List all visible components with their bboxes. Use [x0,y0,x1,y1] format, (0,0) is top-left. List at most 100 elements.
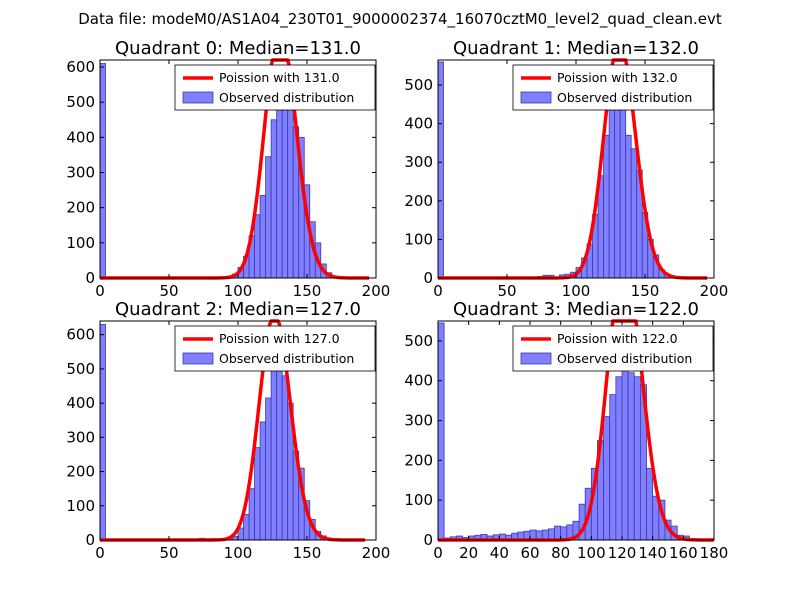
y-tick-label: 500 [66,93,95,111]
panel-title: Quadrant 1: Median=132.0 [453,38,699,59]
x-tick-label: 100 [562,282,591,300]
histogram-bar [627,372,635,541]
x-tick-label: 120 [608,544,637,562]
panel-quadrant-3: 0 20 40 60 80 100 120 140 160 1800100200300400500… [404,299,728,562]
histogram-bar [265,397,272,541]
legend-hist-swatch [182,91,214,104]
legend: Poission with 122.0 Observed distribution [512,325,714,372]
legend-hist-label: Observed distribution [557,90,692,105]
histogram-bar [646,467,654,541]
y-tick-label: 0 [85,269,95,287]
histogram-bar [243,513,250,541]
legend-hist-swatch [182,352,214,365]
y-tick-label: 200 [66,199,95,217]
histogram-bar [99,324,106,541]
y-tick-label: 100 [66,234,95,252]
y-tick-label: 300 [66,164,95,182]
legend-poisson-label: Poission with 132.0 [557,70,678,85]
histogram-bar [621,356,629,541]
x-tick-label: 150 [293,544,322,562]
axes-frame [437,320,715,541]
y-tick-label: 500 [404,76,433,94]
x-tick-label: 180 [700,544,729,562]
y-tick-label: 500 [66,360,95,378]
legend-hist-swatch [520,352,552,365]
x-tick-label: 150 [631,282,660,300]
histogram-bar [609,394,617,541]
x-tick-label: 50 [159,544,178,562]
x-tick-label: 200 [362,544,391,562]
x-tick-label: 140 [638,544,667,562]
y-tick-label: 600 [66,58,95,76]
y-tick-label: 100 [404,230,433,248]
panel-quadrant-0: 0 50 100 150 200 0 100 200 300 400 500 600 Quadrant … [66,38,390,300]
histogram-bar [437,61,444,279]
x-tick-label: 100 [577,544,606,562]
histogram-bar [281,375,289,541]
y-tick-label: 200 [66,463,95,481]
histogram-bar [287,105,294,279]
y-tick-label: 600 [66,326,95,344]
y-tick-label: 400 [404,115,433,133]
y-tick-label: 100 [404,491,433,509]
histogram-bar [259,421,266,541]
legend-hist-label: Observed distribution [557,351,692,366]
legend-hist-swatch [520,91,552,104]
x-tick-label: 100 [224,282,253,300]
histogram-bar [254,447,261,541]
y-tick-label: 0 [85,531,95,549]
histogram-bar [615,376,623,541]
x-tick-label: 40 [490,544,509,562]
histogram-bar [248,488,255,541]
x-tick-label: 0 [95,282,105,300]
y-tick-label: 200 [404,451,433,469]
y-tick-label: 300 [66,428,95,446]
y-tick-label: 0 [423,531,433,549]
legend: Poission with 131.0 Observed distribution [174,64,376,111]
x-tick-label: 200 [700,282,729,300]
legend-hist-label: Observed distribution [219,90,354,105]
legend-poisson-label: Poission with 131.0 [219,70,340,85]
y-tick-label: 400 [66,128,95,146]
histogram-bar [99,63,106,279]
x-tick-label: 0 [95,544,105,562]
legend: Poission with 132.0 Observed distribution [512,64,714,111]
histogram-bar [603,134,610,279]
legend-poisson-label: Poission with 122.0 [557,331,678,346]
histogram-bar [270,119,278,279]
panel-quadrant-2: 0 50 100 150 200 0 100 200 300 400 500 600 Quadrant … [66,299,390,562]
y-tick-label: 400 [66,394,95,412]
histogram-bar [554,525,562,541]
legend-hist-label: Observed distribution [219,351,354,366]
panel-title: Quadrant 0: Median=131.0 [115,38,361,59]
x-tick-label: 60 [520,544,539,562]
y-tick-label: 300 [404,153,433,171]
y-tick-label: 500 [404,332,433,350]
y-tick-label: 300 [404,412,433,430]
y-tick-label: 200 [404,192,433,210]
histogram-bar [608,92,616,279]
x-tick-label: 150 [293,282,322,300]
panel-title: Quadrant 3: Median=122.0 [453,299,699,320]
x-tick-label: 0 [433,282,443,300]
x-tick-label: 160 [669,544,698,562]
y-tick-label: 100 [66,497,95,515]
figure-suptitle: Data file: modeM0/AS1A04_230T01_90000023… [78,10,722,29]
histogram-bar [265,156,272,279]
panel-quadrant-1: 0 50 100 150 200 0 100 200 300 400 500 Quadrant 1: … [404,38,728,300]
x-tick-label: 80 [551,544,570,562]
histogram-bar [603,416,611,541]
histogram-bar [630,148,638,279]
legend-poisson-label: Poission with 127.0 [219,331,340,346]
histogram-bar [270,347,278,541]
y-tick-label: 400 [404,372,433,390]
x-tick-label: 50 [497,282,516,300]
x-tick-label: 50 [159,282,178,300]
histogram-bar [619,100,627,279]
x-tick-label: 20 [459,544,478,562]
x-tick-label: 200 [362,282,391,300]
panel-title: Quadrant 2: Median=127.0 [115,299,361,320]
legend: Poission with 127.0 Observed distribution [174,325,376,372]
histogram-bar [437,322,445,541]
